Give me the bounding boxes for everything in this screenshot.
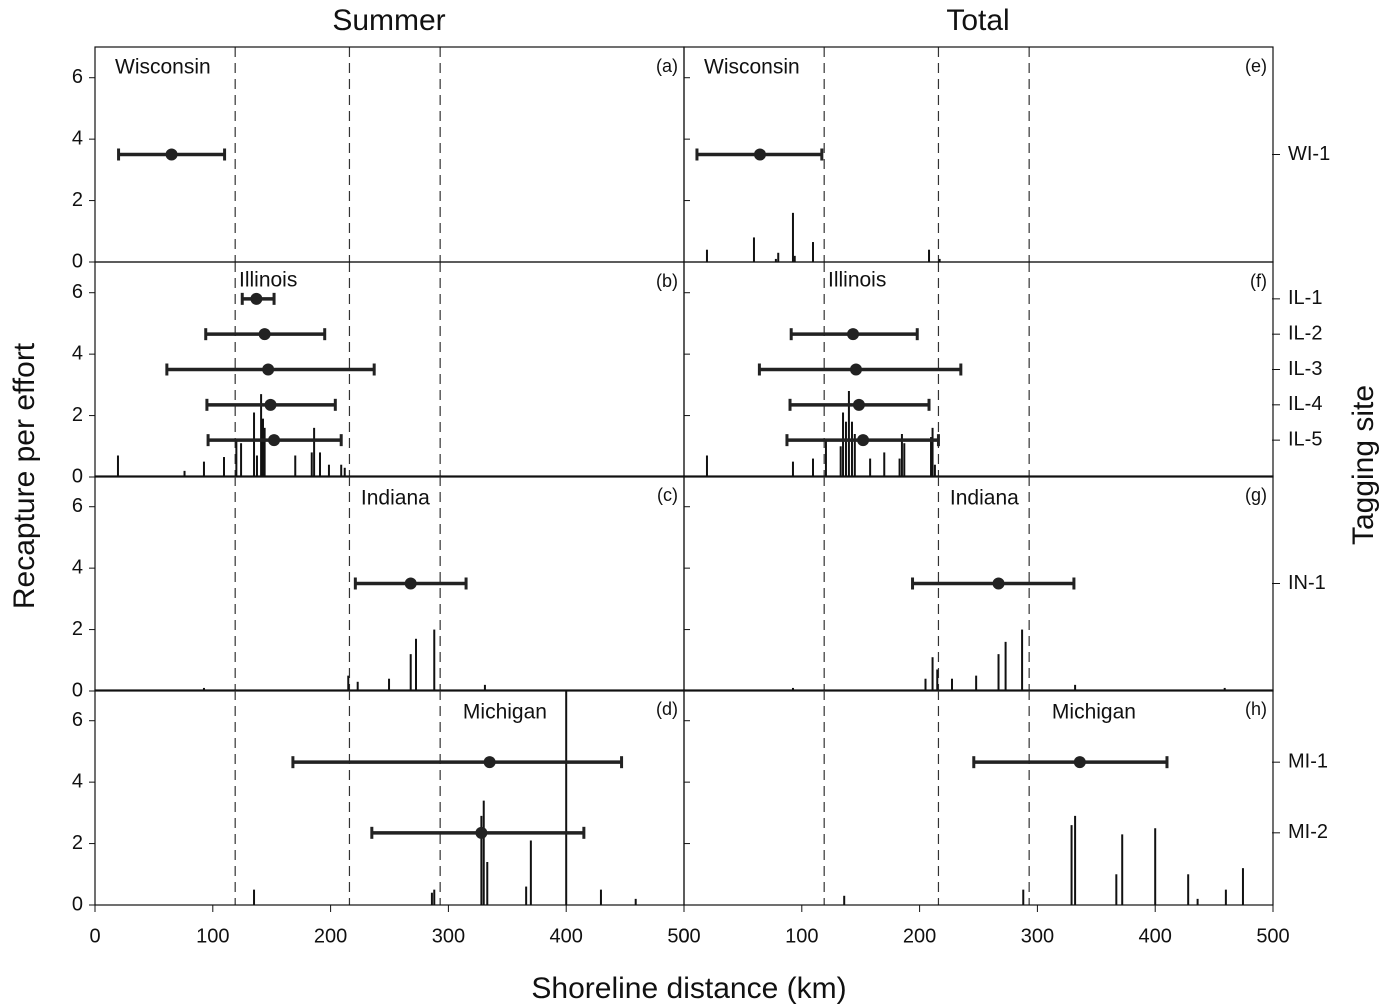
- y-tick-label: 4: [72, 556, 83, 578]
- column-title: Total: [946, 4, 1009, 37]
- mean-point: [857, 434, 870, 447]
- region-label: Indiana: [361, 487, 430, 510]
- y-tick-label: 0: [72, 893, 83, 915]
- x-tick-label: 400: [1139, 925, 1172, 947]
- mean-point: [404, 577, 417, 590]
- region-label: Indiana: [950, 487, 1019, 510]
- site-label: IL-1: [1288, 287, 1322, 309]
- x-tick-label: 100: [196, 925, 229, 947]
- site-label: WI-1: [1288, 143, 1330, 165]
- panel-label: (g): [1245, 485, 1267, 505]
- mean-point: [753, 148, 766, 161]
- x-tick-label: 200: [314, 925, 347, 947]
- y-tick-label: 2: [72, 189, 83, 211]
- x-tick-label: 300: [1021, 925, 1054, 947]
- region-label: Illinois: [828, 269, 886, 292]
- panel-frame: [683, 475, 1274, 692]
- x-tick-label: 100: [785, 925, 818, 947]
- panel-label: (b): [656, 271, 678, 291]
- x-tick-label: 0: [678, 925, 689, 947]
- y-tick-label: 2: [72, 832, 83, 854]
- y-tick-label: 2: [72, 404, 83, 426]
- mean-point: [268, 434, 281, 447]
- panel-frame: [94, 689, 685, 906]
- x-tick-label: 400: [550, 925, 583, 947]
- mean-point: [262, 363, 275, 376]
- y-tick-label: 0: [72, 250, 83, 272]
- y-axis-title: Recapture per effort: [8, 342, 41, 609]
- y-tick-label: 2: [72, 618, 83, 640]
- y-tick-label: 6: [72, 709, 83, 731]
- y-tick-label: 6: [72, 66, 83, 88]
- x-tick-label: 0: [89, 925, 100, 947]
- site-label: IL-5: [1288, 428, 1322, 450]
- y-tick-label: 0: [72, 679, 83, 701]
- region-label: Wisconsin: [115, 56, 211, 79]
- y-tick-label: 4: [72, 127, 83, 149]
- mean-point: [264, 398, 277, 411]
- mean-point: [475, 826, 488, 839]
- mean-point: [847, 328, 860, 341]
- y-tick-label: 4: [72, 770, 83, 792]
- site-label: IN-1: [1288, 572, 1326, 594]
- y-tick-label: 4: [72, 342, 83, 364]
- mean-point: [483, 756, 496, 769]
- panel-label: (a): [656, 56, 678, 76]
- region-label: Michigan: [1052, 701, 1136, 724]
- region-label: Wisconsin: [704, 56, 800, 79]
- y-tick-label: 6: [72, 281, 83, 303]
- region-label: Michigan: [463, 701, 547, 724]
- site-label: MI-1: [1288, 750, 1328, 772]
- mean-point: [250, 292, 263, 305]
- region-label: Illinois: [239, 269, 297, 292]
- panel-frame: [683, 689, 1274, 906]
- mean-point: [849, 363, 862, 376]
- y-tick-label: 0: [72, 465, 83, 487]
- panel-label: (c): [657, 485, 678, 505]
- y-tick-label: 6: [72, 495, 83, 517]
- panel-label: (d): [656, 699, 678, 719]
- panel-frame: [683, 261, 1274, 478]
- site-label: IL-2: [1288, 322, 1322, 344]
- mean-point: [852, 398, 865, 411]
- mean-point: [1073, 756, 1086, 769]
- panel-label: (f): [1250, 271, 1267, 291]
- site-label: IL-3: [1288, 358, 1322, 380]
- mean-point: [992, 577, 1005, 590]
- column-title: Summer: [332, 4, 445, 37]
- mean-point: [258, 328, 271, 341]
- panel-label: (e): [1245, 56, 1267, 76]
- x-axis-title: Shoreline distance (km): [531, 972, 846, 1005]
- mean-point: [165, 148, 178, 161]
- x-tick-label: 200: [903, 925, 936, 947]
- x-tick-label: 500: [667, 925, 700, 947]
- site-label: MI-2: [1288, 821, 1328, 843]
- site-label: IL-4: [1288, 393, 1322, 415]
- y2-axis-title: Tagging site: [1347, 385, 1380, 545]
- panel-label: (h): [1245, 699, 1267, 719]
- x-tick-label: 500: [1256, 925, 1289, 947]
- x-tick-label: 300: [432, 925, 465, 947]
